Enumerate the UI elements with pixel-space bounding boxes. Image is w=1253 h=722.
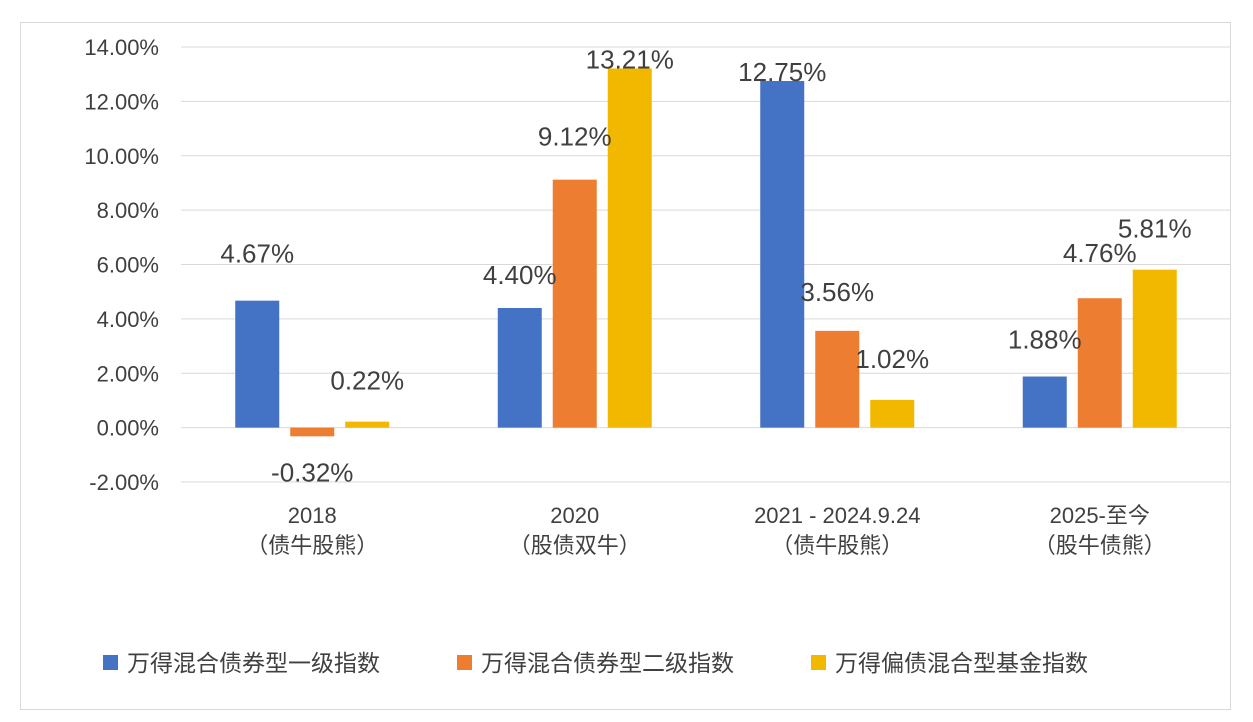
legend-swatch xyxy=(811,655,826,670)
data-label: 3.56% xyxy=(800,277,874,307)
y-tick-label: 0.00% xyxy=(97,416,159,441)
data-label: 1.88% xyxy=(1008,325,1082,355)
category-label: （股牛债熊） xyxy=(1034,533,1166,558)
legend: 万得混合债券型一级指数 万得混合债券型二级指数 万得偏债混合型基金指数 xyxy=(103,650,1088,676)
category-label: 2020 xyxy=(550,503,599,528)
data-label: -0.32% xyxy=(271,457,353,487)
y-tick-label: -2.00% xyxy=(89,470,159,495)
y-tick-label: 4.00% xyxy=(97,307,159,332)
bar xyxy=(607,68,652,428)
bar xyxy=(497,308,542,428)
chart-frame: 14.00% 12.00% 10.00% 8.00% 6.00% 4.00% 2.00% 0.… xyxy=(20,22,1231,710)
y-tick-label: 6.00% xyxy=(97,253,159,278)
x-axis-categories: 2018 （债牛股熊） 2020 （股债双牛） 2021 - 2024.9.24 （债牛股… xyxy=(246,503,1166,558)
y-tick-label: 2.00% xyxy=(97,361,159,386)
data-labels: 4.67% 4.40% 12.75% 1.88% -0.32% 9.12% 3.56% 4.7… xyxy=(220,44,1191,487)
legend-label: 万得偏债混合型基金指数 xyxy=(835,650,1088,676)
y-tick-label: 14.00% xyxy=(84,35,159,60)
y-tick-label: 12.00% xyxy=(84,89,159,114)
category-label: （债牛股熊） xyxy=(246,533,378,558)
data-label: 0.22% xyxy=(330,366,404,396)
data-label: 5.81% xyxy=(1118,214,1192,244)
bars xyxy=(235,68,1177,437)
bar xyxy=(760,80,805,428)
legend-label: 万得混合债券型一级指数 xyxy=(127,650,380,676)
bar xyxy=(1132,269,1177,428)
legend-swatch xyxy=(457,655,472,670)
data-label: 1.02% xyxy=(855,344,929,374)
bar xyxy=(870,399,915,428)
y-tick-label: 10.00% xyxy=(84,144,159,169)
bar xyxy=(1022,376,1067,428)
bar xyxy=(235,300,280,428)
data-label: 9.12% xyxy=(538,122,612,152)
bar-chart: 14.00% 12.00% 10.00% 8.00% 6.00% 4.00% 2.00% 0.… xyxy=(84,35,1231,676)
legend-swatch xyxy=(103,655,118,670)
y-tick-label: 8.00% xyxy=(97,198,159,223)
category-label: （股债双牛） xyxy=(509,533,641,558)
gridlines xyxy=(181,46,1231,483)
y-axis-ticks: 14.00% 12.00% 10.00% 8.00% 6.00% 4.00% 2.00% 0.… xyxy=(84,35,159,495)
category-label: 2021 - 2024.9.24 xyxy=(754,503,920,528)
bar xyxy=(290,427,335,437)
legend-label: 万得混合债券型二级指数 xyxy=(481,650,734,676)
category-label: （债牛股熊） xyxy=(771,533,903,558)
bar xyxy=(1077,298,1122,428)
data-label: 13.21% xyxy=(586,44,674,74)
bar xyxy=(552,179,597,428)
data-label: 12.75% xyxy=(738,57,826,87)
data-label: 4.40% xyxy=(483,260,557,290)
bar xyxy=(815,330,860,428)
data-label: 4.76% xyxy=(1063,238,1137,268)
data-label: 4.67% xyxy=(220,239,294,269)
category-label: 2018 xyxy=(288,503,337,528)
bar xyxy=(345,421,390,428)
category-label: 2025-至今 xyxy=(1050,503,1150,528)
